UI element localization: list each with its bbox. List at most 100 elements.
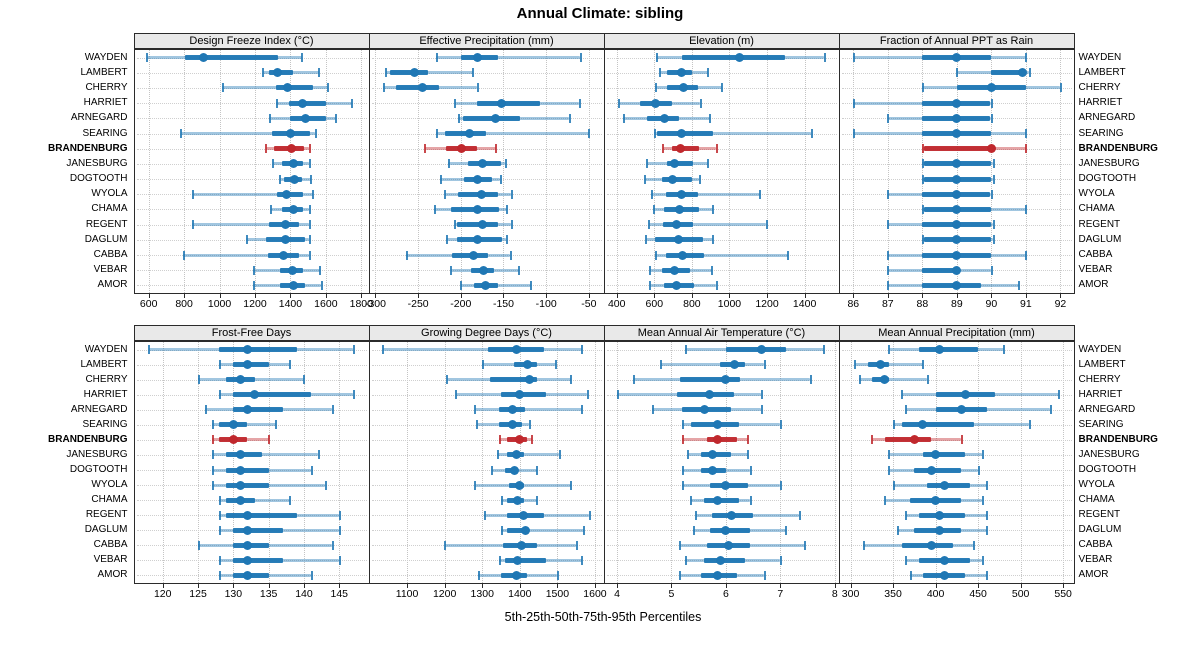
median-dot <box>507 405 517 415</box>
x-gridline <box>1060 50 1062 293</box>
whisker-cap-5th <box>681 480 684 490</box>
whisker-cap-95th <box>804 540 807 550</box>
x-gridline <box>654 50 656 293</box>
panel-title: Growing Degree Days (°C) <box>421 327 552 339</box>
axis-caption: 5th-25th-50th-75th-95th Percentiles <box>504 610 702 624</box>
whisker-cap-5th <box>382 83 385 93</box>
median-dot <box>288 280 298 290</box>
x-gridline <box>850 342 852 583</box>
panel-title: Elevation (m) <box>689 35 754 47</box>
x-gridline <box>991 50 993 293</box>
whisker-cap-5th <box>218 360 221 370</box>
x-tick-label: 1600 <box>314 298 338 310</box>
whisker-cap-5th <box>648 220 651 230</box>
whisker-cap-5th <box>956 68 959 78</box>
whisker-cap-95th <box>314 129 317 139</box>
x-tick-label: -300 <box>364 298 386 310</box>
whisker-cap-95th <box>760 405 763 415</box>
x-tick-label: 92 <box>1054 298 1067 310</box>
whisker-cap-5th <box>652 204 655 214</box>
whisker-cap-5th <box>660 360 663 370</box>
x-tick-mark <box>887 294 889 298</box>
whisker-cap-95th <box>1003 345 1006 355</box>
bar-25th-75th <box>395 85 440 91</box>
x-gridline <box>887 50 889 293</box>
median-dot <box>285 129 295 139</box>
whisker-cap-95th <box>331 540 334 550</box>
panel-title: Fraction of Annual PPT as Rain <box>879 35 1034 47</box>
whisker-cap-95th <box>518 265 521 275</box>
x-tick-label: 600 <box>139 298 158 310</box>
whisker-cap-5th <box>491 465 494 475</box>
row-gridline <box>841 87 1072 89</box>
whisker-cap-5th <box>888 465 891 475</box>
panel-plot <box>603 341 840 584</box>
x-gridline <box>184 50 186 293</box>
whisker-cap-95th <box>331 405 334 415</box>
bar-25th-75th <box>457 222 498 228</box>
whisker-cap-95th <box>810 129 813 139</box>
whisker-cap-95th <box>992 159 995 169</box>
row-label-left-regent: REGENT <box>85 218 128 230</box>
whisker-cap-5th <box>655 53 658 63</box>
whisker-cap-95th <box>922 360 925 370</box>
whisker-cap-95th <box>476 83 479 93</box>
median-dot <box>952 250 962 260</box>
row-gridline <box>371 485 602 487</box>
whisker-cap-5th <box>500 495 503 505</box>
x-tick-mark <box>922 294 924 298</box>
whisker-cap-5th <box>632 375 635 385</box>
x-tick-mark <box>767 294 769 298</box>
median-dot <box>707 450 717 460</box>
median-dot <box>939 555 949 565</box>
whisker-cap-5th <box>268 113 271 123</box>
panel-header: Effective Precipitation (mm) <box>368 33 605 49</box>
whisker-cap-95th <box>338 525 341 535</box>
whisker-cap-95th <box>308 144 311 154</box>
row-gridline <box>136 163 367 165</box>
whisker-cap-95th <box>312 189 315 199</box>
x-tick-label: 6 <box>722 588 729 600</box>
whisker-cap-5th <box>204 405 207 415</box>
whisker-cap-95th <box>1025 129 1028 139</box>
x-tick-label: 1400 <box>792 298 817 310</box>
median-dot <box>242 540 252 550</box>
whisker-cap-95th <box>308 250 311 260</box>
row-gridline <box>371 87 602 89</box>
whisker-cap-95th <box>823 53 826 63</box>
whisker-cap-95th <box>992 220 995 230</box>
whisker-cap-95th <box>310 465 313 475</box>
panel-title: Mean Annual Air Temperature (°C) <box>637 327 806 339</box>
row-gridline <box>371 530 602 532</box>
median-dot <box>675 204 685 214</box>
whisker-cap-5th <box>862 540 865 550</box>
bar-25th-75th <box>184 55 278 61</box>
row-gridline <box>371 545 602 547</box>
median-dot <box>477 159 487 169</box>
whisker-cap-5th <box>871 435 874 445</box>
whisker-cap-5th <box>454 98 457 108</box>
row-gridline <box>371 409 602 411</box>
median-dot <box>735 53 745 63</box>
row-label-right-harriet: HARRIET <box>1078 97 1123 109</box>
row-label-left-dogtooth: DOGTOOTH <box>69 464 128 476</box>
median-dot <box>660 113 670 123</box>
whisker-cap-5th <box>146 53 149 63</box>
panel-plot <box>368 49 605 294</box>
whisker-cap-5th <box>896 525 899 535</box>
median-dot <box>507 420 517 430</box>
whisker-cap-95th <box>926 375 929 385</box>
median-dot <box>513 555 523 565</box>
x-tick-label: 130 <box>224 588 243 600</box>
whisker-cap-95th <box>698 174 701 184</box>
x-tick-label: -200 <box>450 298 472 310</box>
row-label-left-vebar: VEBAR <box>93 264 128 276</box>
whisker-cap-95th <box>338 510 341 520</box>
whisker-5th-95th <box>183 253 310 257</box>
whisker-cap-5th <box>888 345 891 355</box>
row-label-right-searing: SEARING <box>1078 418 1124 430</box>
median-dot <box>280 235 290 245</box>
median-dot <box>956 405 966 415</box>
whisker-cap-95th <box>707 159 710 169</box>
whisker-cap-5th <box>690 495 692 505</box>
